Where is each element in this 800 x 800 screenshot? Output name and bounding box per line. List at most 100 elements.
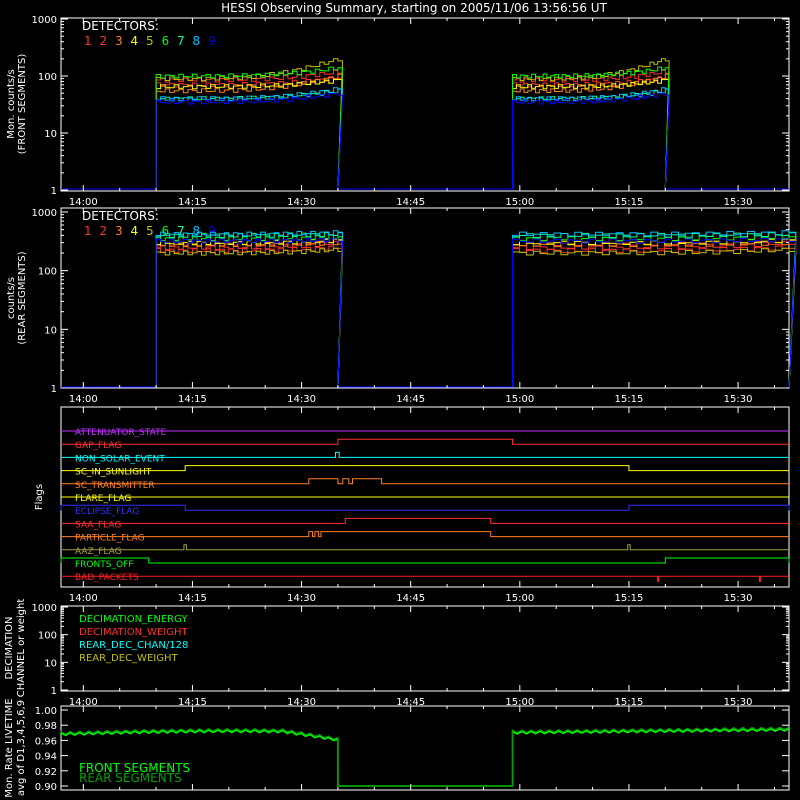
time-tick-label: 14:30 — [287, 697, 316, 708]
detector-number: 4 — [131, 34, 139, 48]
decimation-y-ticks: 1 10 100 1000 — [32, 603, 789, 697]
y-tick-label: 100 — [38, 267, 57, 278]
y-tick-label: 100 — [38, 72, 57, 83]
livetime-y-ticks: 0.90 0.92 0.94 0.96 0.98 1.00 — [35, 706, 789, 793]
time-tick-label: 15:30 — [724, 197, 753, 208]
detector-number: 3 — [115, 224, 123, 238]
time-tick-label: 14:00 — [69, 593, 98, 604]
livetime-ylabel-1: Mon. Rate LIVETIME — [4, 698, 15, 797]
y-tick-label: 0.98 — [35, 721, 57, 732]
livetime-ylabel-2: avg of D1,3,4,5,6,9 — [16, 700, 27, 796]
time-tick-label: 14:30 — [287, 593, 316, 604]
detector-number: 4 — [131, 224, 139, 238]
decimation-legend: DECIMATION_ENERGY DECIMATION_WEIGHT REAR_D… — [79, 614, 188, 664]
flag-line — [61, 438, 789, 445]
flag-line — [61, 531, 789, 538]
detector-number: 5 — [146, 34, 154, 48]
livetime-legend-item: REAR SEGMENTS — [79, 771, 182, 785]
flags-ylabel: Flags — [34, 484, 45, 510]
time-axes: 14:00 14:15 14:30 14:45 15:00 15:15 15:30 14:00… — [69, 18, 775, 790]
flag-line — [61, 544, 789, 551]
livetime-series — [60, 726, 790, 787]
detector-number: 1 — [84, 34, 92, 48]
time-tick-label: 15:15 — [615, 394, 644, 405]
y-tick-label: 10 — [44, 129, 57, 140]
rear-detectors-label: DETECTORS: — [82, 209, 159, 223]
time-tick-label: 14:15 — [178, 197, 207, 208]
time-tick-label: 15:00 — [505, 593, 534, 604]
detector-number: 8 — [193, 34, 201, 48]
detector-number: 7 — [177, 34, 185, 48]
detector-number: 9 — [208, 34, 216, 48]
flag-line — [61, 478, 789, 485]
flag-label: AAZ_FLAG — [75, 547, 122, 557]
decimation-legend-item: DECIMATION_WEIGHT — [79, 627, 188, 638]
flag-line — [61, 465, 789, 472]
livetime-series-line — [60, 726, 790, 787]
time-tick-label: 14:00 — [69, 197, 98, 208]
flag-label: GAP_FLAG — [75, 441, 121, 451]
detector-number: 9 — [208, 224, 216, 238]
time-tick-label: 15:30 — [724, 394, 753, 405]
time-tick-label: 14:45 — [396, 394, 425, 405]
y-tick-label: 0.94 — [35, 752, 57, 763]
rear-ylabel-2: (REAR SEGMENTS) — [17, 251, 28, 344]
time-tick-label: 14:30 — [287, 197, 316, 208]
flag-label: SC_IN_SUNLIGHT — [75, 468, 152, 478]
chart-title: HESSI Observing Summary, starting on 200… — [221, 1, 607, 15]
livetime-legend-item: FRONT SEGMENTS — [79, 761, 190, 775]
decimation-ylabel-1: DECIMATION — [4, 616, 15, 679]
y-tick-label: 1000 — [32, 15, 57, 26]
time-tick-label: 14:15 — [178, 593, 207, 604]
flag-label: FLARE_FLAG — [75, 494, 131, 504]
flag-label: PARTICLE_FLAG — [75, 534, 145, 544]
decimation-ylabel-2: CHANNEL or weight — [16, 599, 27, 698]
flag-line — [60, 557, 790, 564]
y-tick-label: 0.92 — [35, 767, 57, 778]
time-tick-label: 14:45 — [396, 197, 425, 208]
decimation-panel-frame — [60, 605, 790, 692]
y-tick-label: 1000 — [32, 208, 57, 219]
front-ylabel-2: (FRONT SEGMENTS) — [17, 54, 28, 155]
time-tick-label: 14:15 — [178, 697, 207, 708]
y-tick-label: 1 — [51, 686, 57, 697]
front-detectors-label: DETECTORS: — [82, 19, 159, 33]
y-tick-label: 1000 — [32, 603, 57, 614]
flag-label: FRONTS_OFF — [75, 560, 133, 570]
front-y-ticks: 1 10 100 1000 — [32, 15, 789, 197]
decimation-legend-item: REAR_DEC_WEIGHT — [79, 653, 178, 664]
detector-number: 5 — [146, 224, 154, 238]
flag-label: NON_SOLAR_EVENT — [75, 454, 165, 464]
flag-label: ECLIPSE_FLAG — [75, 507, 139, 517]
flag-line — [60, 504, 790, 511]
y-tick-label: 1 — [51, 384, 57, 395]
detector-number: 7 — [177, 224, 185, 238]
decimation-legend-item: DECIMATION_ENERGY — [79, 614, 188, 625]
time-tick-label: 15:00 — [505, 697, 534, 708]
detector-number: 6 — [162, 34, 170, 48]
y-tick-label: 100 — [38, 631, 57, 642]
time-tick-label: 15:15 — [615, 197, 644, 208]
y-tick-label: 10 — [44, 658, 57, 669]
flag-line — [61, 517, 789, 524]
flag-label: BAD_PACKETS — [75, 573, 139, 583]
detector-number: 1 — [84, 224, 92, 238]
time-tick-label: 15:30 — [724, 697, 753, 708]
livetime-panel-frame — [60, 705, 790, 791]
flag-label: SAA_FLAG — [75, 520, 121, 530]
time-tick-label: 15:30 — [724, 593, 753, 604]
front-ylabel-1: Mon. counts/s — [6, 69, 17, 138]
time-tick-label: 15:00 — [505, 197, 534, 208]
time-tick-label: 14:30 — [287, 394, 316, 405]
front-series — [61, 58, 789, 190]
time-tick-label: 15:15 — [615, 593, 644, 604]
time-tick-label: 14:45 — [396, 593, 425, 604]
y-tick-label: 1.00 — [35, 706, 57, 717]
time-tick-label: 14:45 — [396, 697, 425, 708]
flag-line — [61, 451, 789, 458]
detector-number: 3 — [115, 34, 123, 48]
y-tick-label: 0.90 — [35, 782, 57, 793]
